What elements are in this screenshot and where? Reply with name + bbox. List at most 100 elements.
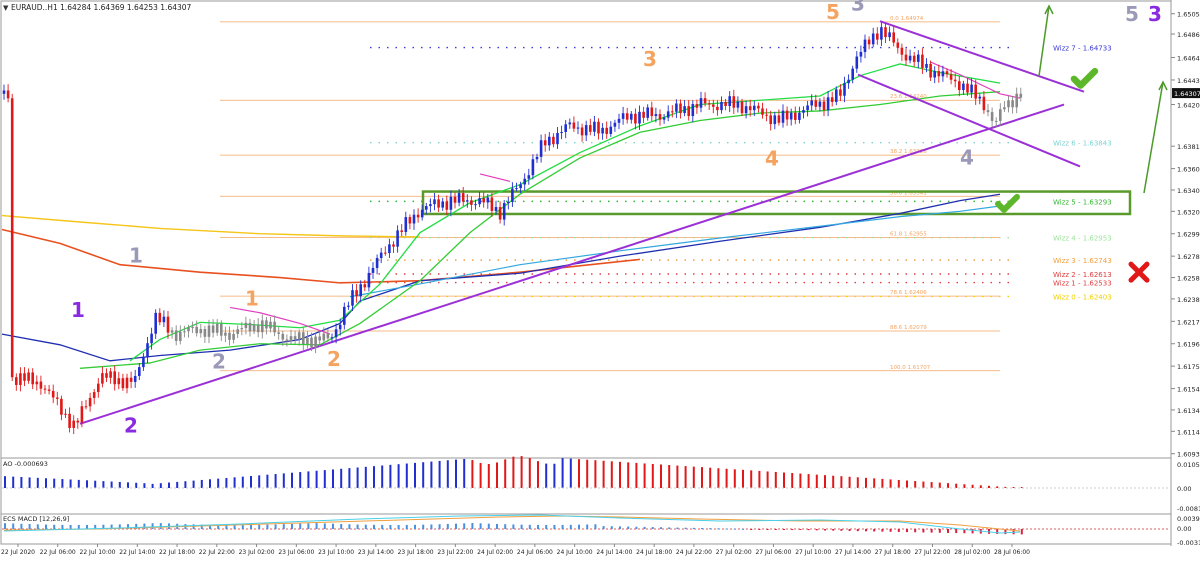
wave-count-label: 2 <box>327 347 341 371</box>
wizz-level-label: Wizz 0 - 1.62403 <box>1053 293 1112 301</box>
time-tick-label: 27 Jul 06:00 <box>755 549 791 556</box>
candle-body <box>839 89 842 96</box>
macd-bar <box>69 524 72 529</box>
time-tick-label: 22 Jul 18:00 <box>159 549 195 556</box>
candle-body <box>289 336 293 342</box>
candle-body <box>129 377 133 382</box>
candle-body <box>355 290 358 297</box>
candle-body <box>252 324 256 332</box>
wave-count-label: 4 <box>960 145 974 169</box>
candle-body <box>683 106 686 114</box>
price-tick-label: 1.64860 <box>1177 31 1200 39</box>
price-tick-label: 1.61140 <box>1177 428 1200 436</box>
ao-bar <box>143 483 146 488</box>
ao-bar <box>668 465 671 488</box>
ao-bar <box>479 462 482 488</box>
candle-body <box>814 100 818 107</box>
candle-body <box>322 333 326 341</box>
candle-body <box>150 333 153 344</box>
candle-body <box>138 367 141 377</box>
ao-bar <box>988 485 990 488</box>
check-mark-icon <box>995 193 1020 213</box>
ao-bar <box>1020 487 1023 488</box>
ao-bar <box>102 481 105 488</box>
macd-bar <box>373 524 375 529</box>
ao-bar <box>332 469 334 488</box>
wizz-level-label: Wizz 5 - 1.63293 <box>1053 198 1112 206</box>
macd-bar <box>4 523 6 529</box>
macd-bar <box>873 529 876 532</box>
ao-bar <box>61 479 64 488</box>
macd-bar <box>742 528 744 530</box>
candle-body <box>109 371 112 378</box>
ao-bar <box>192 480 195 488</box>
macd-bar <box>397 524 400 529</box>
ema-line-yellow <box>1 214 421 238</box>
ao-bar <box>77 479 80 488</box>
candle-body <box>232 333 235 340</box>
candle-body <box>68 413 71 428</box>
ao-bar <box>135 482 138 488</box>
candle-body <box>982 96 986 111</box>
wizz-level-label: Wizz 7 - 1.64733 <box>1053 45 1112 53</box>
candle-body <box>191 326 194 328</box>
candle-body <box>830 97 834 102</box>
macd-bar <box>307 523 310 529</box>
candle-body <box>1003 107 1006 110</box>
ao-bar <box>750 470 753 488</box>
candle-body <box>179 331 182 341</box>
candle-body <box>224 332 227 336</box>
candle-body <box>84 406 88 408</box>
candle-body <box>162 316 166 323</box>
macd-bar <box>127 524 129 529</box>
macd-bar <box>479 523 482 529</box>
macd-bar <box>143 523 146 529</box>
candle-body <box>769 115 772 125</box>
candle-body <box>125 377 129 389</box>
candle-body <box>748 106 752 111</box>
macd-bar <box>348 524 351 529</box>
ao-bar <box>537 461 539 488</box>
macd-bar <box>996 529 999 534</box>
candle-body <box>51 390 55 398</box>
macd-bar <box>865 529 867 532</box>
wave-count-label: 1 <box>129 244 143 268</box>
price-tick-label: 1.61340 <box>1177 407 1200 415</box>
ao-bar <box>889 479 892 488</box>
candle-body <box>511 188 514 202</box>
time-tick-label: 24 Jul 06:00 <box>517 549 553 556</box>
macd-bar <box>53 524 56 529</box>
macd-bar <box>282 524 285 529</box>
dropdown-icon: ▼ <box>3 4 9 12</box>
time-tick-label: 23 Jul 18:00 <box>398 549 434 556</box>
macd-bar <box>930 529 933 533</box>
candle-body <box>88 397 92 407</box>
ao-bar <box>709 467 712 488</box>
ao-bar <box>356 467 359 488</box>
candle-body <box>482 198 485 203</box>
candle-body <box>847 79 850 84</box>
candle-body <box>896 42 900 48</box>
ao-bar <box>389 464 392 488</box>
candle-body <box>904 54 908 61</box>
macd-bar <box>135 523 138 529</box>
ao-bar <box>545 463 548 488</box>
macd-bar <box>422 524 425 529</box>
ao-bar <box>635 462 638 488</box>
ao-bar <box>315 470 318 488</box>
candle-body <box>568 122 572 125</box>
ao-bar <box>512 456 515 488</box>
candle-body <box>888 32 891 38</box>
candle-body <box>117 378 121 385</box>
ao-bar <box>455 459 457 488</box>
candle-body <box>929 63 932 78</box>
candle-body <box>617 118 621 123</box>
ao-bar <box>684 466 687 488</box>
ao-bar <box>299 472 302 488</box>
arrow-up-icon <box>1143 81 1164 194</box>
candle-body <box>539 140 543 157</box>
candle-body <box>941 71 945 77</box>
time-tick-label: 22 Jul 06:00 <box>40 549 76 556</box>
candle-body <box>498 207 502 220</box>
